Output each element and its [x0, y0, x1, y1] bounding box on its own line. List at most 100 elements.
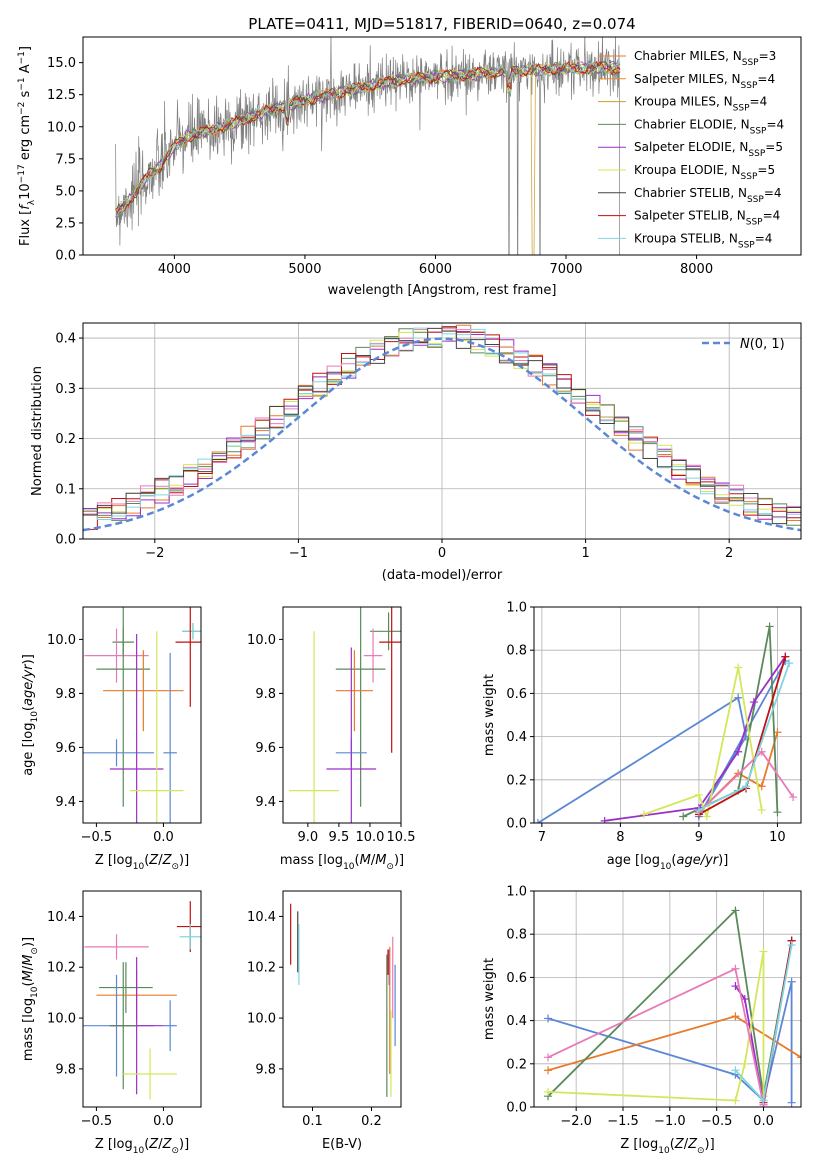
- weight-marker: [600, 816, 609, 823]
- axes-frame: [282, 606, 402, 824]
- x-axis-label: Z [log10(Z/Z⊙)]: [95, 853, 189, 872]
- x-tick-label: 0.0: [753, 1114, 774, 1129]
- y-tick-label: 0.1: [55, 482, 76, 497]
- x-tick-label: 7000: [549, 262, 582, 277]
- x-axis-label: wavelength [Angstrom, rest frame]: [328, 283, 557, 298]
- model-spectrum-4: [115, 60, 621, 218]
- x-tick-label: −2: [145, 546, 164, 561]
- residual-histogram-7: [83, 327, 801, 525]
- y-tick-label: 2.5: [55, 216, 76, 231]
- y-tick-label: 9.6: [55, 741, 76, 756]
- x-tick-label: 9: [695, 830, 703, 845]
- x-tick-label: 8: [616, 830, 624, 845]
- weight-vs-Z-axes: −2.0 −1.5 −1.0 −0.5 0.0 0.0 0.2 0.4 0.6 0.8 1.0: [506, 885, 802, 1129]
- y-tick-label: 5.0: [55, 184, 76, 199]
- weight-marker: [781, 652, 790, 661]
- weight-marker: [694, 806, 703, 815]
- age-vs-Z-plot-area: [83, 607, 201, 823]
- x-tick-label: 9.5: [329, 830, 350, 845]
- weight-marker: [765, 622, 774, 631]
- weight-marker: [694, 790, 703, 799]
- y-tick-label: 9.4: [255, 795, 276, 810]
- age-vs-mass-plot-area: [289, 607, 401, 823]
- mass-vs-ebv-axes: 0.1 0.2 9.8 10.0 10.2 10.4: [247, 890, 402, 1129]
- y-tick-label: 0.8: [506, 928, 527, 943]
- x-tick-label: 0.0: [153, 830, 174, 845]
- chart-title: PLATE=0411, MJD=51817, FIBERID=0640, z=0…: [248, 15, 635, 33]
- mass-vs-Z-axes: −0.5 0.0 9.8 10.0 10.2 10.4: [47, 890, 202, 1129]
- x-axis-label: (data-model)/error: [382, 568, 503, 583]
- weight-marker: [734, 747, 743, 756]
- x-tick-label: 9.0: [297, 830, 318, 845]
- mass-vs-ebv-plot-area: [290, 903, 396, 1097]
- legend-label: Salpeter ELODIE, NSSP=5: [634, 140, 783, 159]
- x-tick-label: 0.1: [302, 1114, 323, 1129]
- legend-label: Kroupa ELODIE, NSSP=5: [634, 163, 775, 182]
- x-axis-label: mass [log10(M/M⊙)]: [280, 853, 404, 872]
- weight-marker: [544, 1053, 553, 1062]
- weight-line-2: [682, 626, 779, 818]
- y-axis-label: age [log10(age/yr)]: [21, 654, 40, 776]
- y-tick-label: 10.2: [247, 961, 276, 976]
- weight-marker: [773, 808, 782, 817]
- x-tick-label: 1: [581, 546, 589, 561]
- model-spectrum-8: [115, 61, 621, 217]
- x-tick-label: 2: [725, 546, 733, 561]
- y-tick-label: 0.4: [506, 1014, 527, 1029]
- x-axis-label: age [log10(age/yr)]: [607, 853, 729, 872]
- legend-label: Chabrier MILES, NSSP=3: [634, 49, 776, 68]
- normal-reference-curve: [83, 337, 801, 532]
- weight-marker: [731, 1096, 740, 1105]
- y-tick-label: 0.6: [506, 687, 527, 702]
- y-tick-label: 10.4: [47, 910, 76, 925]
- weight-vs-Z-plot-area: [544, 906, 801, 1107]
- axes-frame: [282, 890, 402, 1108]
- y-tick-label: 9.8: [255, 687, 276, 702]
- y-tick-label: 0.6: [506, 971, 527, 986]
- y-tick-label: 0.0: [55, 533, 76, 548]
- axes-frame: [82, 890, 202, 1108]
- weight-marker: [759, 947, 768, 956]
- x-tick-label: −1.0: [654, 1114, 686, 1129]
- residuals-axes: −2 −1 0 1 2 0.0 0.1 0.2 0.3 0.4: [55, 322, 802, 561]
- x-tick-label: 6000: [419, 262, 452, 277]
- y-tick-label: 0.4: [506, 730, 527, 745]
- model-spectrum-6: [115, 61, 621, 210]
- weight-marker: [740, 1059, 749, 1068]
- y-tick-label: 1.0: [506, 601, 527, 616]
- legend-label: Salpeter MILES, NSSP=4: [634, 72, 775, 91]
- y-tick-label: 10.0: [47, 633, 76, 648]
- y-tick-label: 9.8: [255, 1062, 276, 1077]
- x-tick-label: 8000: [680, 262, 713, 277]
- y-tick-label: 10.2: [47, 961, 76, 976]
- y-tick-label: 10.0: [247, 1012, 276, 1027]
- x-tick-label: 0: [438, 546, 446, 561]
- x-tick-label: −1: [289, 546, 308, 561]
- x-tick-label: 7: [538, 830, 546, 845]
- legend-label: Kroupa MILES, NSSP=4: [634, 95, 767, 114]
- weight-marker: [757, 806, 766, 815]
- weight-vs-age-plot-area: [534, 622, 798, 823]
- x-axis-label: E(B-V): [322, 1137, 362, 1152]
- weight-marker: [785, 659, 794, 668]
- x-tick-label: 5000: [288, 262, 321, 277]
- y-tick-label: 0.2: [506, 773, 527, 788]
- weight-marker: [742, 782, 751, 791]
- weight-line-4: [548, 951, 765, 1102]
- y-tick-label: 0.8: [506, 644, 527, 659]
- x-tick-label: −0.5: [701, 1114, 733, 1129]
- spectrum-axes: 4000 5000 6000 7000 8000 0.0 2.5 5.0 7.5 10.0 12.5…: [47, 36, 802, 277]
- y-axis-label: Flux [fλ10−17 erg cm−2 s−1 A−1]: [17, 46, 37, 246]
- x-axis-label: Z [log10(Z/Z⊙)]: [620, 1137, 714, 1156]
- axes-frame: [82, 606, 202, 824]
- y-tick-label: 10.0: [47, 1012, 76, 1027]
- y-tick-label: 0.0: [506, 817, 527, 832]
- y-tick-label: 0.3: [55, 382, 76, 397]
- age-vs-Z-axes: −0.5 0.0 9.4 9.6 9.8 10.0: [47, 606, 202, 845]
- axes-frame: [533, 890, 802, 1108]
- legend-label: Salpeter STELIB, NSSP=4: [634, 209, 780, 228]
- y-tick-label: 9.6: [255, 741, 276, 756]
- model-spectrum-5: [115, 60, 621, 214]
- x-axis-label: Z [log10(Z/Z⊙)]: [95, 1137, 189, 1156]
